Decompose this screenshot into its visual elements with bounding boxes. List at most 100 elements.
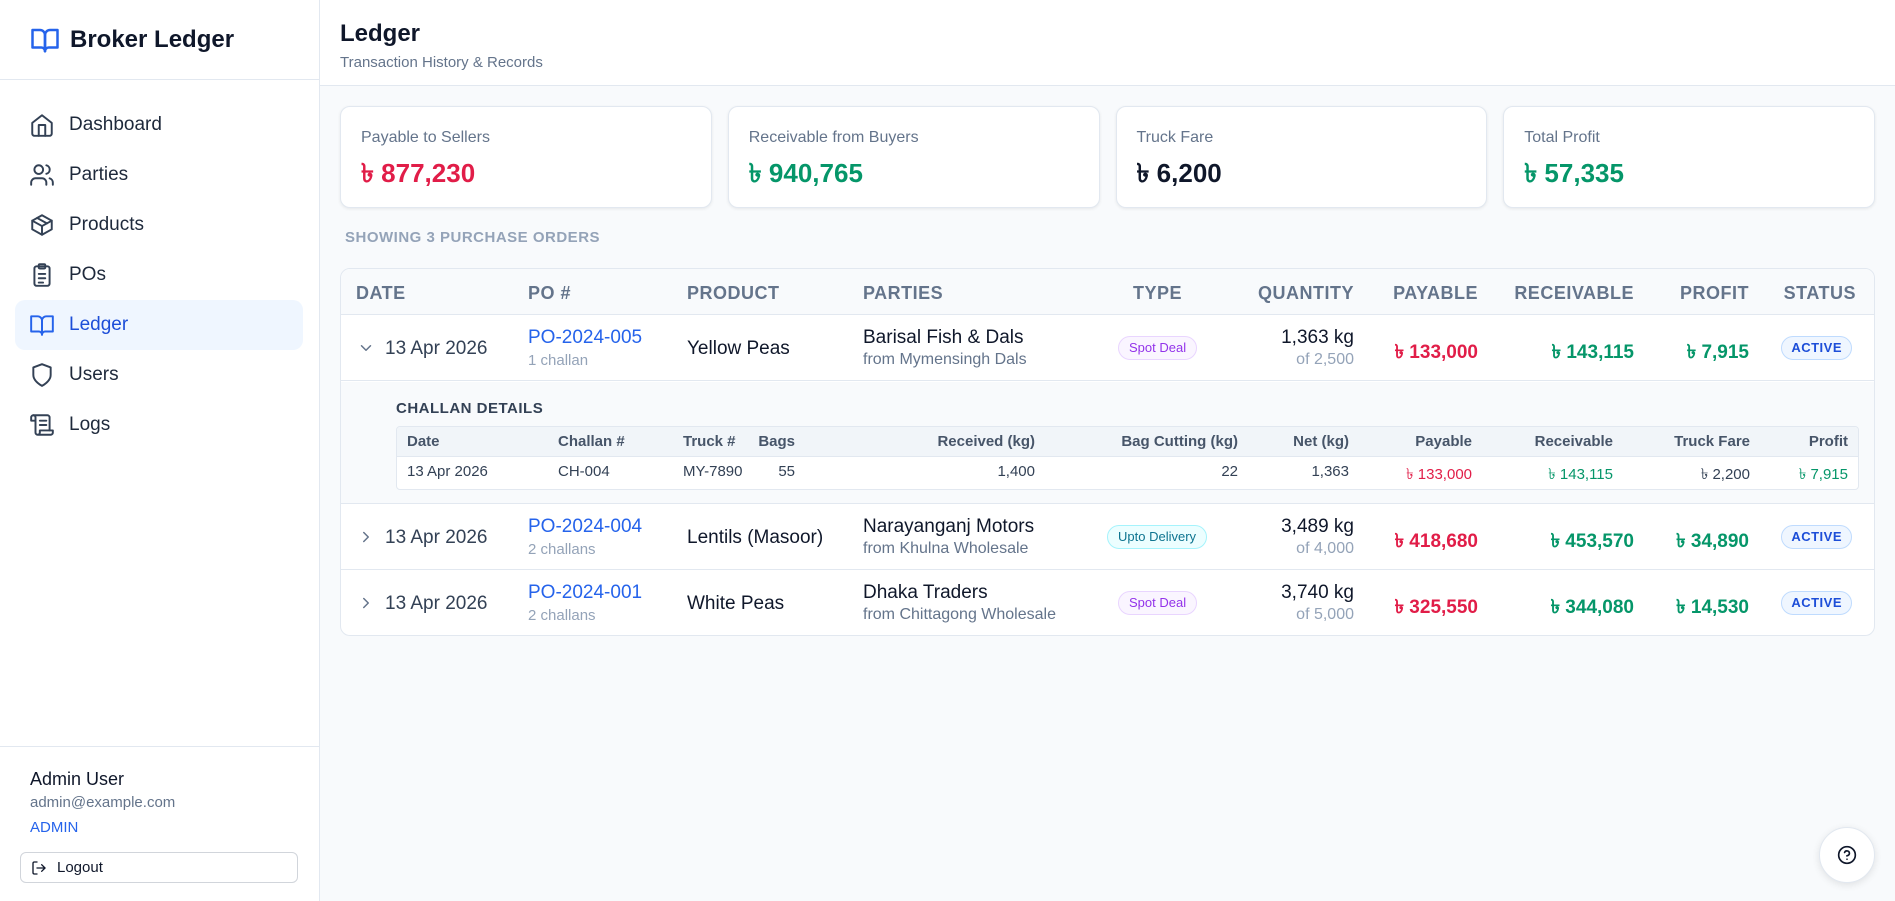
quantity-total: of 4,000: [1296, 540, 1354, 557]
row-product: Yellow Peas: [687, 338, 790, 359]
column-header-quantity[interactable]: QUANTITY: [1258, 283, 1354, 303]
challan-col-cutting: Bag Cutting (kg): [1121, 433, 1238, 450]
user-role: ADMIN: [30, 819, 79, 836]
challan-col-number: Challan #: [558, 433, 625, 450]
challan-count: 2 challans: [528, 607, 596, 624]
challan-payable: ৳ 133,000: [1406, 466, 1472, 483]
quantity-value: 3,740 kg: [1281, 582, 1354, 603]
sidebar-item-label: Dashboard: [69, 114, 162, 135]
status-badge: ACTIVE: [1781, 525, 1852, 549]
challan-cutting: 22: [1221, 463, 1238, 480]
sidebar-item-label: Ledger: [69, 314, 129, 335]
challan-col-truck: Truck #: [683, 433, 736, 450]
sidebar-item-parties[interactable]: Parties: [15, 150, 303, 200]
challan-net: 1,363: [1311, 463, 1349, 480]
row-profit: ৳ 14,530: [1676, 597, 1749, 618]
chevron-right-icon[interactable]: [357, 594, 375, 612]
row-profit: ৳ 34,890: [1676, 531, 1749, 552]
chevron-down-icon[interactable]: [357, 339, 375, 357]
challan-col-profit: Profit: [1808, 433, 1848, 450]
challan-header: Date Challan # Truck # Bags Received (kg…: [397, 427, 1858, 457]
stat-label: Payable to Sellers: [361, 129, 490, 146]
type-badge: Spot Deal: [1118, 336, 1198, 360]
challan-receivable: ৳ 143,115: [1548, 466, 1613, 483]
challan-count: 1 challan: [528, 352, 589, 369]
sidebar-item-ledger[interactable]: Ledger: [15, 300, 303, 350]
row-receivable: ৳ 143,115: [1551, 342, 1634, 363]
sidebar-item-products[interactable]: Products: [15, 200, 303, 250]
sidebar: Broker Ledger Dashboard Parties Products…: [0, 0, 320, 901]
row-parties: Barisal Fish & Dals from Mymensingh Dals: [863, 327, 1027, 369]
seller-name: from Chittagong Wholesale: [863, 606, 1056, 623]
chevron-right-icon[interactable]: [357, 528, 375, 546]
column-header-payable[interactable]: PAYABLE: [1393, 283, 1478, 303]
row-payable: ৳ 133,000: [1394, 342, 1478, 363]
table-row[interactable]: 13 Apr 2026 PO-2024-005 1 challan Yellow…: [341, 315, 1874, 381]
sidebar-item-label: POs: [69, 264, 106, 285]
quantity-value: 3,489 kg: [1281, 516, 1354, 537]
row-payable: ৳ 325,550: [1394, 597, 1478, 618]
challan-col-bags: Bags: [758, 433, 795, 450]
sidebar-item-label: Logs: [69, 414, 111, 435]
quantity-total: of 5,000: [1296, 606, 1354, 623]
sidebar-item-pos[interactable]: POs: [15, 250, 303, 300]
challan-col-fare: Truck Fare: [1674, 433, 1750, 450]
brand[interactable]: Broker Ledger: [0, 0, 319, 80]
stat-card-payable: Payable to Sellers ৳ 877,230: [340, 106, 712, 208]
sidebar-item-dashboard[interactable]: Dashboard: [15, 100, 303, 150]
status-badge: ACTIVE: [1781, 336, 1852, 360]
column-header-receivable[interactable]: RECEIVABLE: [1514, 283, 1634, 303]
sidebar-item-label: Users: [69, 364, 119, 385]
challan-bags: 55: [778, 463, 795, 480]
column-header-po[interactable]: PO #: [528, 283, 572, 303]
challan-details: CHALLAN DETAILS Date Challan # Truck # B…: [341, 382, 1874, 504]
column-header-date[interactable]: DATE: [356, 283, 406, 303]
page-header: Ledger Transaction History & Records: [320, 0, 1895, 86]
help-icon: [1837, 845, 1857, 865]
po-link[interactable]: PO-2024-001: [528, 582, 643, 603]
challan-profit: ৳ 7,915: [1798, 466, 1848, 483]
shield-icon: [32, 363, 52, 387]
row-product: White Peas: [687, 593, 785, 614]
stat-cards: Payable to Sellers ৳ 877,230 Receivable …: [340, 106, 1875, 208]
help-button[interactable]: [1819, 827, 1875, 883]
brand-name: Broker Ledger: [70, 25, 235, 53]
row-profit: ৳ 7,915: [1686, 342, 1749, 363]
row-quantity: 3,489 kg of 4,000: [1281, 516, 1354, 558]
result-count: SHOWING 3 PURCHASE ORDERS: [345, 229, 601, 246]
row-payable: ৳ 418,680: [1394, 531, 1478, 552]
column-header-parties[interactable]: PARTIES: [863, 283, 944, 303]
po-link[interactable]: PO-2024-005: [528, 327, 643, 348]
column-header-status[interactable]: STATUS: [1783, 283, 1856, 303]
row-date: 13 Apr 2026: [385, 593, 488, 614]
quantity-value: 1,363 kg: [1281, 327, 1354, 348]
column-header-type[interactable]: TYPE: [1133, 283, 1183, 303]
row-quantity: 1,363 kg of 2,500: [1281, 327, 1354, 369]
row-po: PO-2024-005 1 challan: [528, 327, 642, 369]
po-link[interactable]: PO-2024-004: [528, 516, 643, 537]
type-badge: Spot Deal: [1118, 591, 1198, 615]
challan-col-net: Net (kg): [1293, 433, 1349, 450]
table-row[interactable]: 13 Apr 2026 PO-2024-001 2 challans White…: [341, 570, 1874, 635]
sidebar-item-logs[interactable]: Logs: [15, 400, 303, 450]
row-parties: Dhaka Traders from Chittagong Wholesale: [863, 582, 1056, 624]
table-row[interactable]: 13 Apr 2026 PO-2024-004 2 challans Lenti…: [341, 504, 1874, 570]
sidebar-item-label: Products: [69, 214, 144, 235]
stat-label: Receivable from Buyers: [748, 129, 919, 146]
column-header-profit[interactable]: PROFIT: [1680, 283, 1749, 303]
stat-label: Truck Fare: [1136, 129, 1214, 146]
ledger-table: DATE PO # PRODUCT PARTIES TYPE QUANTITY …: [340, 268, 1875, 636]
users-icon: [30, 164, 54, 186]
stat-value: ৳ 877,230: [361, 158, 476, 188]
challan-col-received: Received (kg): [937, 433, 1035, 450]
sidebar-item-users[interactable]: Users: [15, 350, 303, 400]
column-header-product[interactable]: PRODUCT: [687, 283, 780, 303]
challan-truck: MY-7890: [683, 463, 743, 480]
package-icon: [31, 214, 53, 236]
logout-label: Logout: [57, 859, 103, 876]
logout-button[interactable]: Logout: [20, 852, 298, 883]
challan-table: Date Challan # Truck # Bags Received (kg…: [396, 426, 1859, 490]
challan-count: 2 challans: [528, 541, 596, 558]
challan-col-receivable: Receivable: [1534, 433, 1613, 450]
home-icon: [31, 114, 53, 137]
